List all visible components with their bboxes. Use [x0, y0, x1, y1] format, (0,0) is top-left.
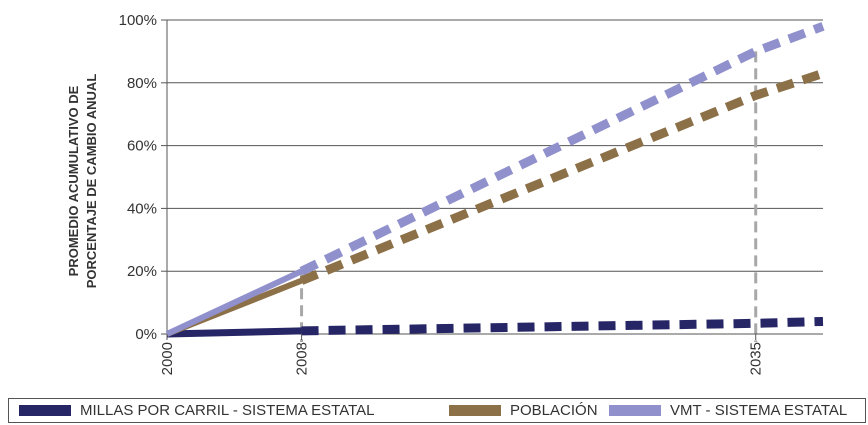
y-axis-title-line-1: PROMEDIO ACUMULATIVO DE [66, 85, 81, 276]
y-tick-label: 100% [119, 12, 157, 29]
legend-item-poblacion: POBLACIÓN [449, 402, 598, 419]
y-tick-label: 0% [135, 326, 157, 343]
legend-label-poblacion: POBLACIÓN [510, 402, 598, 419]
line-chart: 0% 20% 40% 60% 80% 100% 2000 2008 2035 PROMEDIO… [66, 12, 825, 375]
x-tick-label: 2000 [159, 342, 176, 375]
series-line-dashed-millas [301, 316, 824, 336]
reference-lines [300, 51, 758, 342]
x-tick-label: 2035 [748, 342, 765, 375]
legend-item-vmt: VMT - SISTEMA ESTATAL [609, 402, 847, 419]
legend-swatch-vmt [609, 405, 661, 416]
series-line-solid-millas [166, 327, 302, 338]
series-line-dashed-vmt [299, 22, 825, 276]
y-tick-label: 40% [127, 200, 157, 217]
chart-legend: MILLAS POR CARRIL - SISTEMA ESTATAL POBL… [8, 398, 866, 423]
x-tick-labels: 2000 2008 2035 [159, 334, 765, 375]
y-tick-label: 80% [127, 75, 157, 92]
series-lines [165, 22, 825, 338]
y-axis-title-line-2: PORCENTAJE DE CAMBIO ANUAL [84, 74, 99, 289]
y-tick-label: 20% [127, 263, 157, 280]
y-tick-labels: 0% 20% 40% 60% 80% 100% [119, 12, 157, 343]
series-line-dashed-poblacion [299, 69, 825, 285]
x-tick-label: 2008 [294, 342, 311, 375]
legend-swatch-millas [19, 405, 71, 416]
legend-label-vmt: VMT - SISTEMA ESTATAL [670, 402, 848, 419]
legend-swatch-poblacion [449, 405, 501, 416]
series-line-solid-vmt [165, 268, 303, 337]
legend-label-millas: MILLAS POR CARRIL - SISTEMA ESTATAL [80, 402, 375, 419]
y-tick-label: 60% [127, 138, 157, 155]
gridlines [161, 19, 823, 335]
legend-item-millas: MILLAS POR CARRIL - SISTEMA ESTATAL [19, 402, 375, 419]
